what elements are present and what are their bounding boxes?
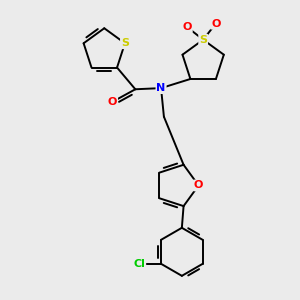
Text: S: S	[121, 38, 129, 48]
Text: N: N	[156, 83, 166, 93]
Text: S: S	[199, 35, 207, 45]
Text: O: O	[194, 180, 203, 190]
Text: O: O	[108, 97, 117, 107]
Text: O: O	[182, 22, 192, 32]
Text: Cl: Cl	[134, 259, 145, 269]
Text: O: O	[211, 19, 220, 29]
